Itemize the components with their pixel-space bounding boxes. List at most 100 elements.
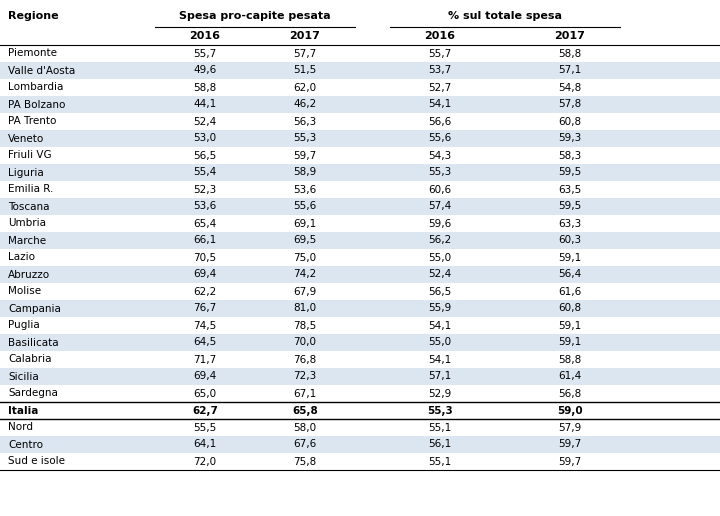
Text: Marche: Marche	[8, 235, 46, 246]
Text: 71,7: 71,7	[194, 354, 217, 364]
Text: Molise: Molise	[8, 286, 41, 297]
Text: Centro: Centro	[8, 440, 43, 449]
Text: 59,1: 59,1	[559, 252, 582, 263]
Text: 55,7: 55,7	[194, 49, 217, 58]
Bar	[0, 368, 720, 385]
Text: 57,1: 57,1	[428, 372, 451, 381]
Text: Emilia R.: Emilia R.	[8, 185, 53, 195]
Text: Abruzzo: Abruzzo	[8, 269, 50, 280]
Text: 53,7: 53,7	[428, 66, 451, 75]
Text: 55,6: 55,6	[428, 134, 451, 143]
Text: 57,1: 57,1	[559, 66, 582, 75]
Text: 54,1: 54,1	[428, 100, 451, 109]
Text: 58,8: 58,8	[194, 83, 217, 92]
Text: 57,9: 57,9	[559, 423, 582, 432]
Text: 55,4: 55,4	[194, 168, 217, 178]
Text: 66,1: 66,1	[194, 235, 217, 246]
Text: 58,8: 58,8	[559, 354, 582, 364]
Text: Campania: Campania	[8, 303, 61, 314]
Text: 55,3: 55,3	[428, 168, 451, 178]
Text: 52,3: 52,3	[194, 185, 217, 195]
Text: Regione: Regione	[8, 11, 58, 21]
Text: 75,0: 75,0	[294, 252, 317, 263]
Text: Friuli VG: Friuli VG	[8, 151, 52, 160]
Text: 56,1: 56,1	[428, 440, 451, 449]
Text: Veneto: Veneto	[8, 134, 44, 143]
Text: 72,0: 72,0	[194, 457, 217, 466]
Text: 55,0: 55,0	[428, 252, 451, 263]
Text: 70,5: 70,5	[194, 252, 217, 263]
Text: 74,2: 74,2	[293, 269, 317, 280]
Text: 57,7: 57,7	[293, 49, 317, 58]
Text: 59,1: 59,1	[559, 337, 582, 347]
Bar	[0, 300, 720, 317]
Text: 59,1: 59,1	[559, 320, 582, 331]
Text: 72,3: 72,3	[293, 372, 317, 381]
Text: 59,5: 59,5	[559, 202, 582, 212]
Text: 54,3: 54,3	[428, 151, 451, 160]
Text: 58,8: 58,8	[559, 49, 582, 58]
Text: 64,1: 64,1	[194, 440, 217, 449]
Text: 55,5: 55,5	[194, 423, 217, 432]
Text: 56,5: 56,5	[194, 151, 217, 160]
Text: 58,3: 58,3	[559, 151, 582, 160]
Text: 55,7: 55,7	[428, 49, 451, 58]
Text: 59,6: 59,6	[428, 218, 451, 229]
Text: Sud e isole: Sud e isole	[8, 457, 65, 466]
Text: Piemonte: Piemonte	[8, 49, 57, 58]
Text: 59,7: 59,7	[293, 151, 317, 160]
Text: 2017: 2017	[554, 31, 585, 41]
Text: 59,3: 59,3	[559, 134, 582, 143]
Text: 62,0: 62,0	[294, 83, 317, 92]
Text: 59,7: 59,7	[559, 440, 582, 449]
Text: 59,0: 59,0	[557, 406, 582, 415]
Text: 2016: 2016	[425, 31, 456, 41]
Text: 67,1: 67,1	[293, 389, 317, 398]
Text: 53,0: 53,0	[194, 134, 217, 143]
Text: 53,6: 53,6	[194, 202, 217, 212]
Text: 67,9: 67,9	[293, 286, 317, 297]
Text: 61,6: 61,6	[559, 286, 582, 297]
Text: 55,6: 55,6	[293, 202, 317, 212]
Text: Italia: Italia	[8, 406, 38, 415]
Text: 78,5: 78,5	[293, 320, 317, 331]
Bar	[0, 232, 720, 249]
Text: Spesa pro-capite pesata: Spesa pro-capite pesata	[179, 11, 330, 21]
Text: 75,8: 75,8	[293, 457, 317, 466]
Text: 44,1: 44,1	[194, 100, 217, 109]
Text: 54,1: 54,1	[428, 354, 451, 364]
Text: 55,1: 55,1	[428, 423, 451, 432]
Text: 65,8: 65,8	[292, 406, 318, 415]
Text: 63,5: 63,5	[559, 185, 582, 195]
Text: 74,5: 74,5	[194, 320, 217, 331]
Text: 56,2: 56,2	[428, 235, 451, 246]
Text: 52,9: 52,9	[428, 389, 451, 398]
Text: 62,2: 62,2	[194, 286, 217, 297]
Text: 56,3: 56,3	[293, 117, 317, 126]
Bar	[0, 130, 720, 147]
Text: Umbria: Umbria	[8, 218, 46, 229]
Text: 56,8: 56,8	[559, 389, 582, 398]
Text: 55,9: 55,9	[428, 303, 451, 314]
Text: Toscana: Toscana	[8, 202, 50, 212]
Text: 2016: 2016	[189, 31, 220, 41]
Text: Puglia: Puglia	[8, 320, 40, 331]
Text: 52,4: 52,4	[194, 117, 217, 126]
Text: 56,5: 56,5	[428, 286, 451, 297]
Text: Liguria: Liguria	[8, 168, 44, 178]
Text: Nord: Nord	[8, 423, 33, 432]
Text: 65,0: 65,0	[194, 389, 217, 398]
Text: 58,0: 58,0	[294, 423, 317, 432]
Text: 76,8: 76,8	[293, 354, 317, 364]
Text: 60,6: 60,6	[428, 185, 451, 195]
Text: 69,4: 69,4	[194, 372, 217, 381]
Text: 62,7: 62,7	[192, 406, 218, 415]
Text: 69,4: 69,4	[194, 269, 217, 280]
Text: 60,8: 60,8	[559, 117, 582, 126]
Text: 64,5: 64,5	[194, 337, 217, 347]
Text: 76,7: 76,7	[194, 303, 217, 314]
Text: 69,5: 69,5	[293, 235, 317, 246]
Text: 49,6: 49,6	[194, 66, 217, 75]
Bar	[0, 436, 720, 453]
Text: 67,6: 67,6	[293, 440, 317, 449]
